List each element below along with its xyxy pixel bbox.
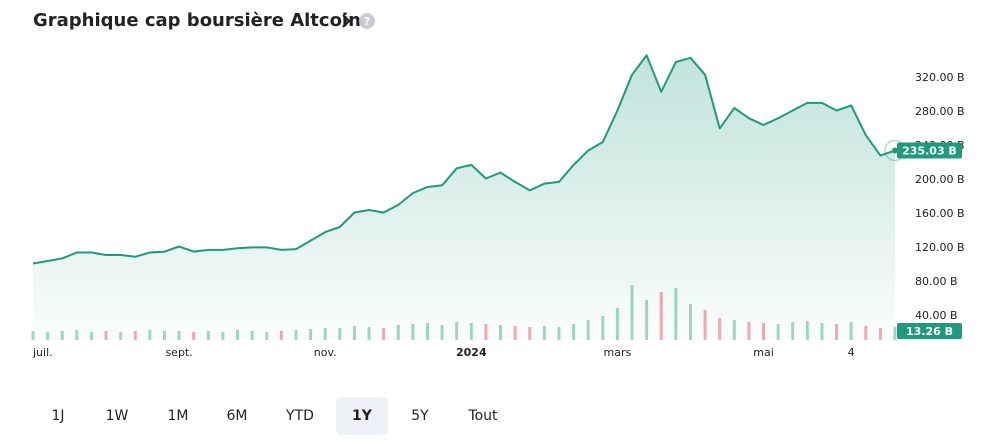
price-label: 235.03 B [902, 144, 957, 157]
x-tick-label: juil. [32, 346, 53, 359]
x-tick-label: 4 [848, 346, 855, 359]
x-tick-label: 2024 [456, 346, 487, 359]
title-chevron[interactable] [342, 14, 351, 28]
range-button-selected-bg[interactable] [336, 397, 388, 435]
chart-title: Graphique cap boursière Altcoins [33, 10, 372, 31]
line [32, 54, 896, 265]
y-tick-label: 120.00 B [915, 241, 965, 254]
price-label-bg [897, 142, 962, 159]
y-tick-label: 80.00 B [915, 275, 958, 288]
help-icon[interactable] [359, 13, 375, 29]
x-tick-label: sept. [165, 346, 192, 359]
area [33, 55, 895, 341]
x-tick-label: mai [753, 346, 774, 359]
last-point [892, 147, 898, 154]
y-tick-label: 200.00 B [915, 173, 965, 186]
help-icon-text: ? [364, 15, 370, 28]
y-tick-label: 40.00 B [915, 309, 958, 322]
range-button[interactable]: 5Y [411, 408, 429, 424]
range-button[interactable]: YTD [285, 408, 314, 424]
volume-label: 13.26 B [906, 325, 953, 338]
y-tick-label: 280.00 B [915, 105, 965, 118]
x-tick-label: mars [604, 346, 632, 359]
range-button[interactable]: 1Y [352, 408, 373, 424]
range-button[interactable]: 1M [168, 408, 189, 424]
volume-label-bg [897, 323, 962, 339]
x-tick-label: nov. [314, 346, 337, 359]
y-tick-label: 320.00 B [915, 71, 965, 84]
range-button[interactable]: Tout [467, 408, 498, 424]
y-tick-label: 160.00 B [915, 207, 965, 220]
range-button[interactable]: 1J [51, 408, 64, 424]
range-button[interactable]: 1W [106, 408, 129, 424]
range-button[interactable]: 6M [227, 408, 248, 424]
